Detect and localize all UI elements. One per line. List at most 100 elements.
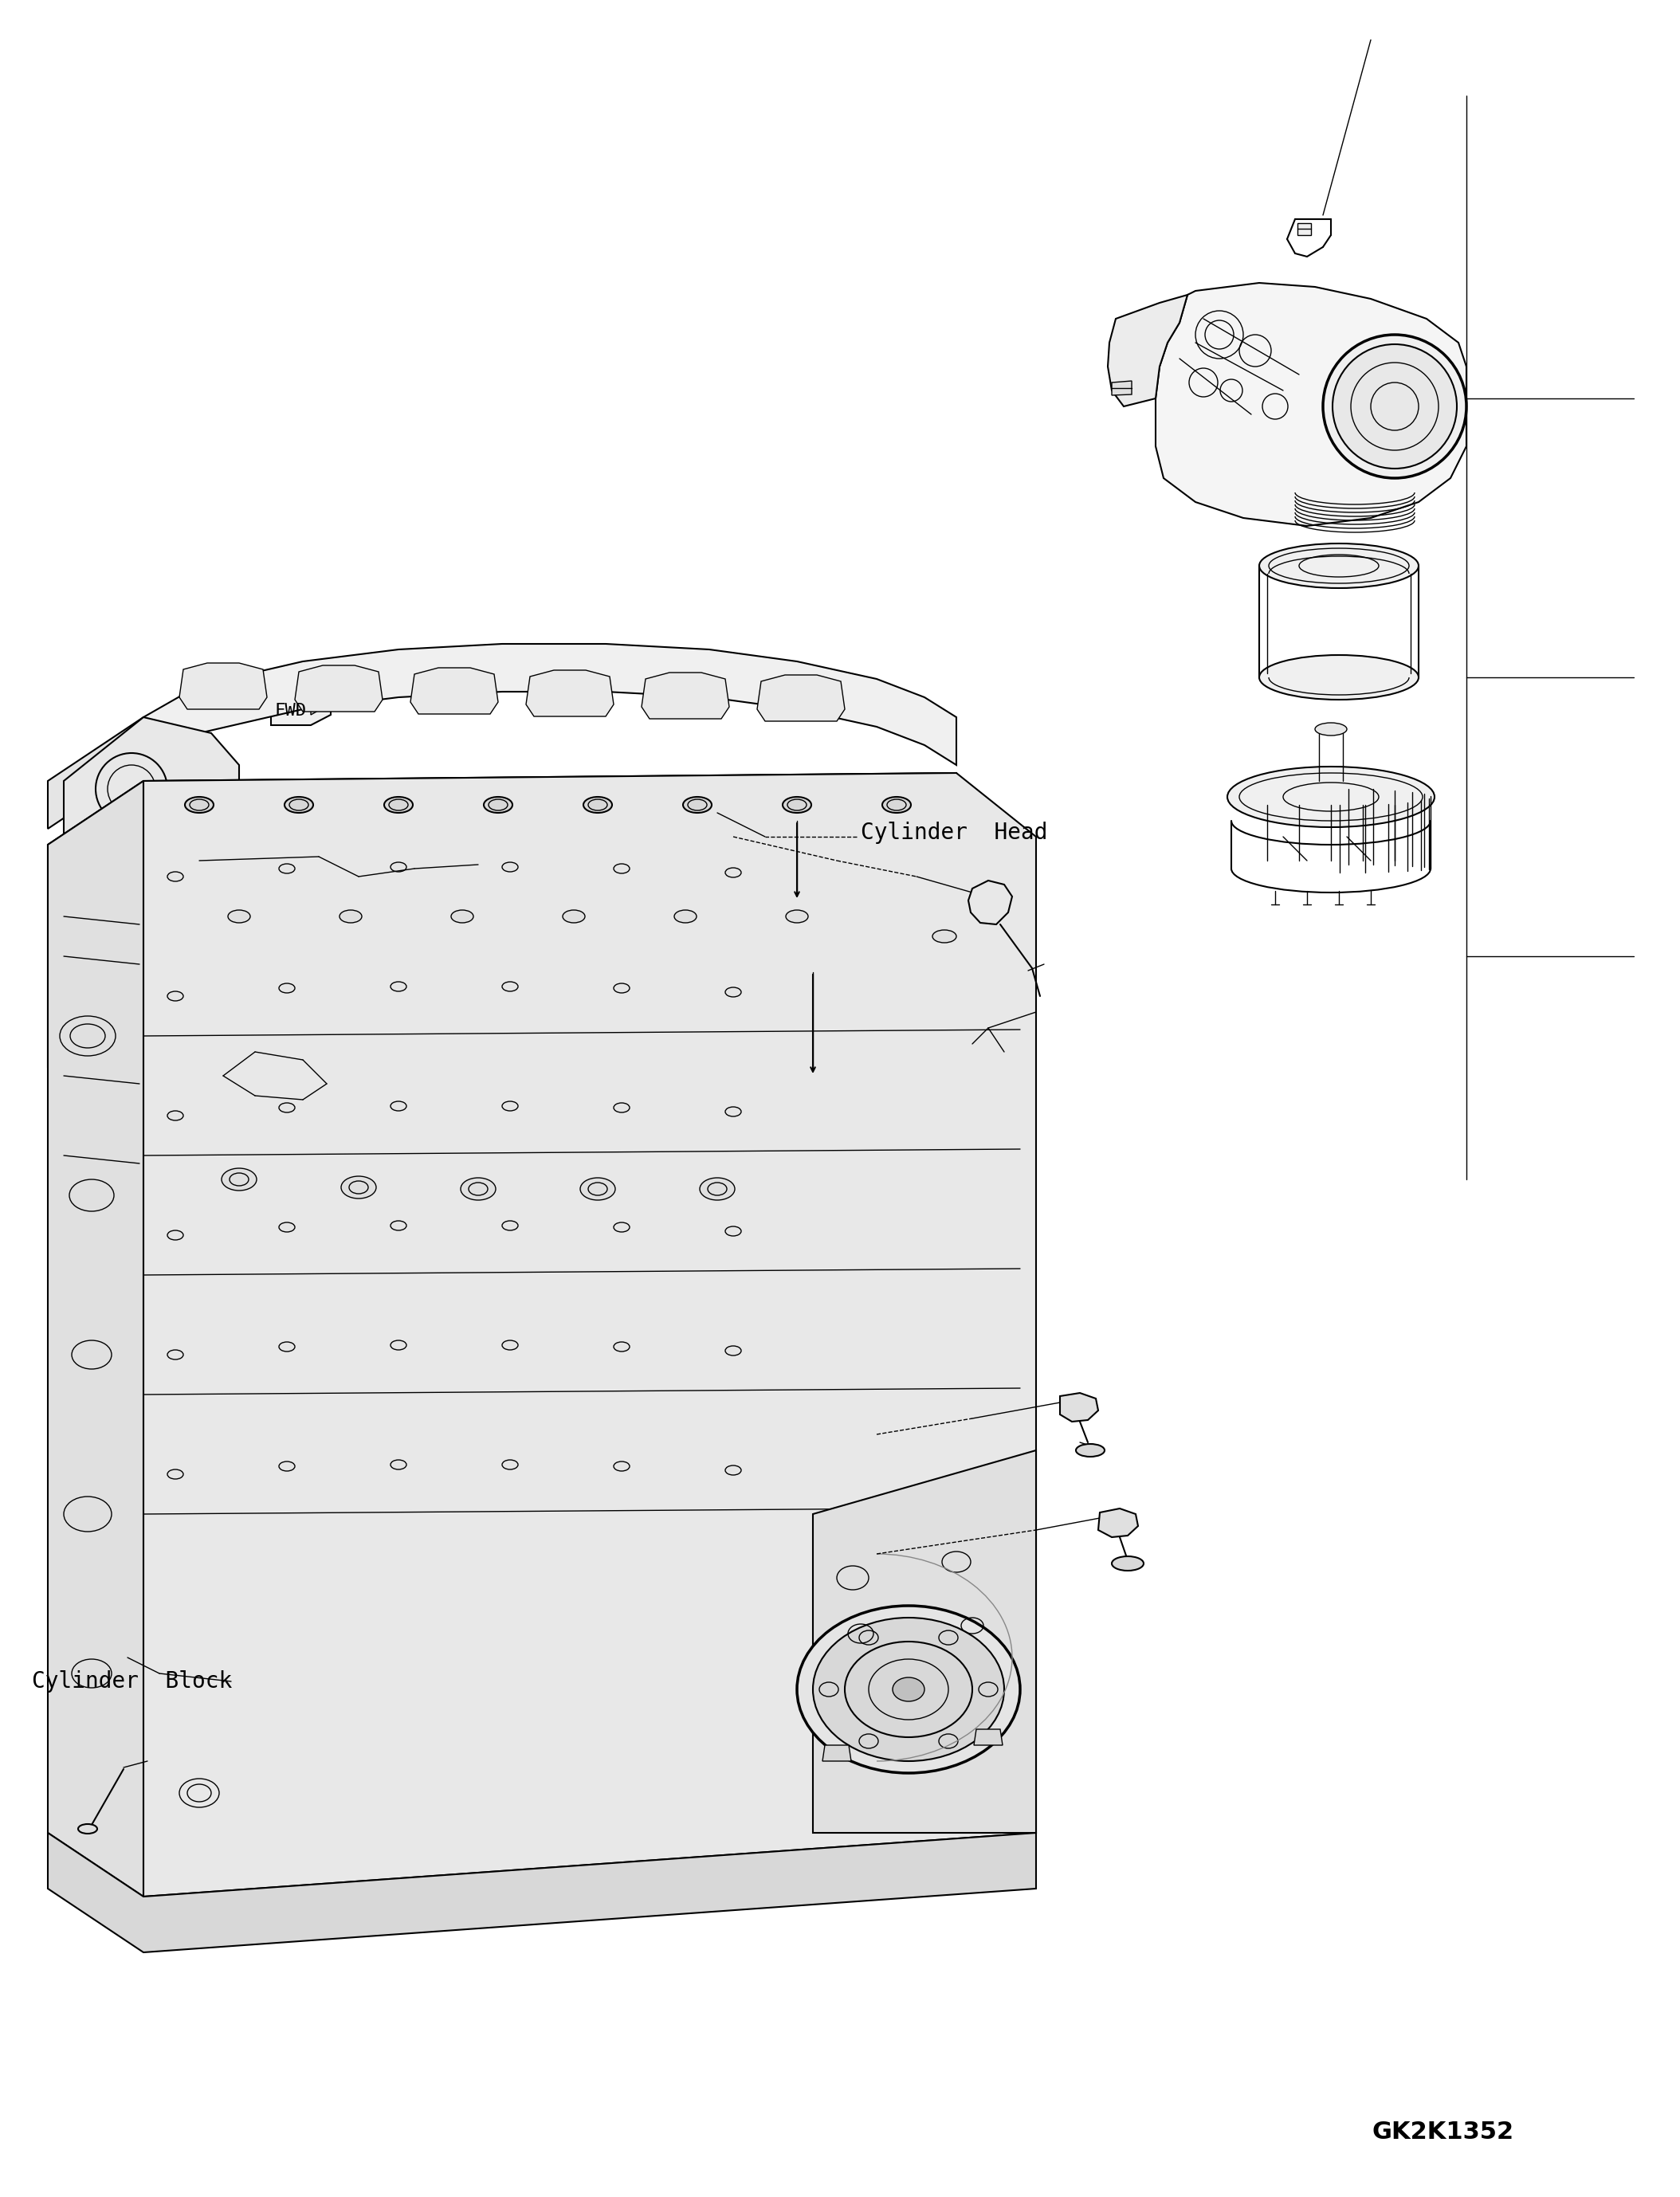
Ellipse shape <box>279 1461 296 1472</box>
Ellipse shape <box>613 863 630 874</box>
Ellipse shape <box>484 798 512 813</box>
Ellipse shape <box>613 1342 630 1351</box>
Ellipse shape <box>701 1178 734 1200</box>
Polygon shape <box>143 644 956 765</box>
Ellipse shape <box>77 1824 97 1834</box>
Text: Cylinder  Block: Cylinder Block <box>32 1670 232 1692</box>
Ellipse shape <box>939 1630 958 1646</box>
Ellipse shape <box>1332 345 1457 468</box>
Ellipse shape <box>168 1230 183 1239</box>
Ellipse shape <box>1260 655 1418 699</box>
Ellipse shape <box>858 1630 879 1646</box>
Ellipse shape <box>279 1342 296 1351</box>
Ellipse shape <box>502 861 517 872</box>
Ellipse shape <box>882 798 911 813</box>
Polygon shape <box>47 780 143 1896</box>
Ellipse shape <box>168 1470 183 1479</box>
Ellipse shape <box>580 1178 615 1200</box>
Ellipse shape <box>858 1733 879 1749</box>
Polygon shape <box>974 1729 1003 1744</box>
Polygon shape <box>47 1832 1037 1953</box>
Ellipse shape <box>452 910 474 923</box>
Ellipse shape <box>796 1606 1020 1773</box>
Ellipse shape <box>786 910 808 923</box>
Ellipse shape <box>726 986 741 997</box>
Polygon shape <box>143 773 1037 1896</box>
Ellipse shape <box>502 1459 517 1470</box>
Ellipse shape <box>279 1222 296 1233</box>
Polygon shape <box>64 716 239 861</box>
Text: Cylinder  Head: Cylinder Head <box>860 822 1048 844</box>
Polygon shape <box>47 773 956 1068</box>
Ellipse shape <box>813 1617 1005 1762</box>
Ellipse shape <box>1112 1555 1144 1571</box>
Polygon shape <box>758 674 845 721</box>
Ellipse shape <box>279 1103 296 1112</box>
Ellipse shape <box>684 798 712 813</box>
Polygon shape <box>813 1450 1037 1832</box>
Polygon shape <box>410 668 497 714</box>
Ellipse shape <box>228 910 250 923</box>
Ellipse shape <box>613 1461 630 1472</box>
Ellipse shape <box>168 1112 183 1120</box>
Ellipse shape <box>1075 1443 1104 1457</box>
Ellipse shape <box>339 910 361 923</box>
Polygon shape <box>1099 1509 1137 1538</box>
Text: GK2K1352: GK2K1352 <box>1373 2120 1514 2144</box>
Ellipse shape <box>460 1178 496 1200</box>
Polygon shape <box>526 670 613 716</box>
Ellipse shape <box>390 982 407 991</box>
Ellipse shape <box>613 1103 630 1112</box>
Ellipse shape <box>1315 723 1347 736</box>
Ellipse shape <box>502 982 517 991</box>
Ellipse shape <box>783 798 811 813</box>
Polygon shape <box>311 694 331 714</box>
Ellipse shape <box>341 1175 376 1200</box>
Polygon shape <box>1112 380 1132 395</box>
Ellipse shape <box>1228 767 1435 826</box>
Ellipse shape <box>279 984 296 993</box>
Ellipse shape <box>502 1340 517 1349</box>
Ellipse shape <box>583 798 612 813</box>
Polygon shape <box>1060 1393 1099 1421</box>
Ellipse shape <box>1260 543 1418 589</box>
Text: FWD: FWD <box>276 703 307 718</box>
Ellipse shape <box>1322 334 1467 479</box>
Ellipse shape <box>385 798 413 813</box>
Ellipse shape <box>820 1683 838 1696</box>
Polygon shape <box>180 663 267 710</box>
Ellipse shape <box>502 1222 517 1230</box>
Ellipse shape <box>726 1465 741 1474</box>
Ellipse shape <box>613 984 630 993</box>
Polygon shape <box>47 716 143 828</box>
Ellipse shape <box>674 910 697 923</box>
Polygon shape <box>1156 283 1467 525</box>
Ellipse shape <box>284 798 312 813</box>
Polygon shape <box>296 666 383 712</box>
Ellipse shape <box>390 1101 407 1112</box>
Ellipse shape <box>932 929 956 943</box>
Ellipse shape <box>502 1101 517 1112</box>
Ellipse shape <box>279 863 296 874</box>
Polygon shape <box>270 694 331 725</box>
Polygon shape <box>1297 224 1310 235</box>
Ellipse shape <box>168 991 183 1002</box>
Ellipse shape <box>185 798 213 813</box>
Ellipse shape <box>726 1347 741 1356</box>
Ellipse shape <box>892 1679 924 1700</box>
Polygon shape <box>968 881 1011 925</box>
Polygon shape <box>642 672 729 718</box>
Ellipse shape <box>390 1222 407 1230</box>
Ellipse shape <box>613 1222 630 1233</box>
Polygon shape <box>47 773 956 885</box>
Ellipse shape <box>168 1349 183 1360</box>
Polygon shape <box>823 1744 852 1762</box>
Ellipse shape <box>979 1683 998 1696</box>
Ellipse shape <box>222 1169 257 1191</box>
Ellipse shape <box>726 1226 741 1237</box>
Ellipse shape <box>390 1340 407 1349</box>
Ellipse shape <box>168 872 183 881</box>
Ellipse shape <box>390 1459 407 1470</box>
Polygon shape <box>1107 294 1188 406</box>
Ellipse shape <box>390 861 407 872</box>
